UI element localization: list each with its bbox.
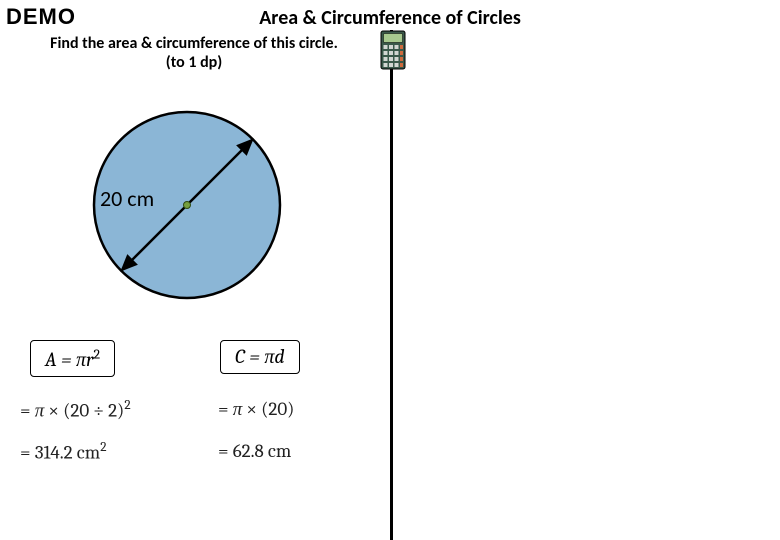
area-result: = 314.2 cm2 [20,440,106,463]
instruction-line1: Find the area & circumference of this ci… [50,34,338,53]
instruction: Find the area & circumference of this ci… [14,34,374,72]
circ-formula-box: C = πd [220,340,300,374]
area-formula-box: A = πr2 [30,340,115,377]
circ-result: = 62.8 cm [218,440,291,462]
diameter-label: 20 cm [100,185,154,212]
vertical-divider [390,30,393,540]
calculator-icon [380,30,406,70]
demo-label: DEMO [6,4,76,30]
area-formula: A = πr2 [45,348,100,371]
circ-step1: = π × (20) [218,398,294,421]
area-step1: = π × (20 ÷ 2)2 [20,398,131,422]
instruction-line2: (to 1 dp) [166,53,222,72]
page-title: Area & Circumference of Circles [259,6,521,30]
circ-formula: C = πd [235,345,285,368]
center-dot [184,202,191,209]
